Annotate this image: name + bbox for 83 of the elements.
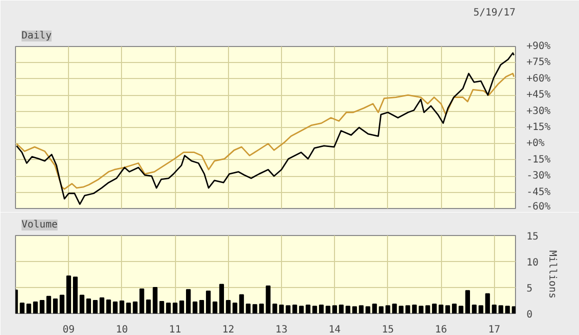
- y-tick-label: +45%: [526, 90, 551, 101]
- y-tick-label: +0%: [526, 138, 545, 150]
- chart-title: Volume: [22, 220, 58, 230]
- x-tick-label: 17: [488, 324, 500, 335]
- text: 5/19/17: [473, 8, 516, 18]
- bar: [505, 306, 510, 314]
- bar: [432, 304, 437, 314]
- y-tick-label: +60%: [526, 73, 551, 84]
- y-tick-label: 15: [526, 232, 539, 242]
- bar: [92, 300, 98, 314]
- bar: [398, 306, 404, 314]
- bar: [385, 305, 390, 314]
- x-tick-label: 10: [116, 324, 128, 335]
- bar: [226, 300, 231, 314]
- bar: [425, 305, 430, 314]
- bar: [186, 289, 191, 314]
- bar: [179, 300, 184, 314]
- y-tick-label: +75%: [526, 57, 551, 68]
- bar: [112, 302, 118, 314]
- bar: [159, 301, 164, 314]
- bar: [378, 306, 384, 314]
- y-tick-label: -15%: [526, 154, 551, 166]
- bar: [266, 285, 271, 314]
- x-tick-label: 11: [169, 324, 182, 335]
- bar: [458, 306, 464, 314]
- y-axis-title: Millions: [546, 250, 558, 299]
- bar: [126, 302, 131, 314]
- bar: [292, 304, 298, 314]
- bar: [465, 290, 470, 314]
- y-tick-label: 0: [526, 310, 533, 320]
- bar: [72, 276, 78, 314]
- y-tick-label: +90%: [526, 41, 551, 52]
- bar: [139, 288, 144, 314]
- bar: [259, 304, 264, 314]
- y-tick-label: 5: [526, 284, 533, 294]
- bar: [212, 302, 218, 314]
- bar: [445, 305, 450, 314]
- bar: [392, 304, 397, 314]
- bar: [272, 304, 278, 314]
- line-series: [16, 72, 515, 190]
- chart-title: Daily: [22, 30, 52, 42]
- bar: [132, 302, 138, 314]
- bar: [452, 304, 457, 314]
- bar: [358, 305, 364, 314]
- y-tick-label: +30%: [526, 106, 551, 117]
- bar: [66, 276, 72, 314]
- line-series: [16, 52, 515, 205]
- bar: [332, 305, 338, 314]
- x-tick-label: 12: [222, 324, 234, 335]
- bar: [338, 304, 344, 314]
- bar: [80, 294, 84, 314]
- bar: [312, 306, 318, 314]
- bar: [438, 304, 444, 314]
- y-tick-label: -30%: [526, 170, 551, 182]
- bar: [512, 306, 516, 314]
- x-tick-label: 15: [382, 324, 394, 335]
- bar: [152, 287, 158, 314]
- x-tick-label: 16: [435, 324, 448, 335]
- y-tick-label: 10: [526, 258, 539, 268]
- bar: [498, 305, 504, 314]
- bar: [199, 300, 204, 314]
- x-tick-label: 13: [275, 324, 288, 335]
- bar: [86, 298, 91, 314]
- bar: [206, 290, 211, 314]
- bar: [246, 304, 251, 314]
- x-tick-label: 14: [328, 324, 341, 335]
- bar: [318, 304, 324, 314]
- bar: [405, 305, 410, 314]
- bar: [26, 304, 32, 314]
- bar: [146, 299, 151, 314]
- bar: [219, 284, 224, 314]
- bar: [252, 304, 258, 314]
- bar: [120, 300, 124, 314]
- bar: [192, 302, 198, 314]
- bar: [326, 306, 330, 314]
- bar: [472, 304, 477, 314]
- x-tick-label: 09: [62, 324, 75, 335]
- y-tick-label: -60%: [526, 202, 551, 212]
- bar: [46, 296, 52, 314]
- bar: [20, 302, 25, 314]
- y-tick-label: -45%: [526, 186, 551, 198]
- y-tick-label: +15%: [526, 122, 551, 133]
- bar: [492, 304, 497, 314]
